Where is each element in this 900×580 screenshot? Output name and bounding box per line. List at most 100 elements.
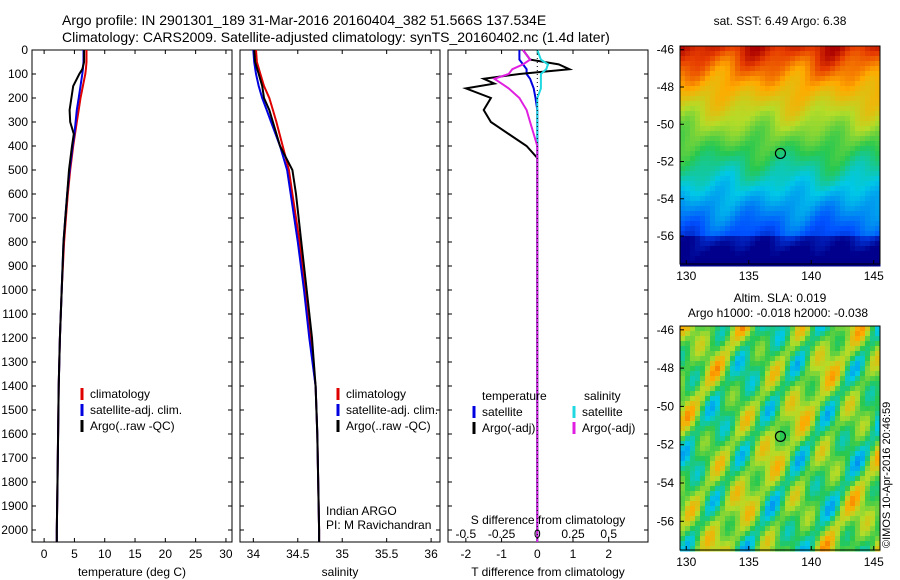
- map-cell: [700, 416, 706, 422]
- map-cell: [795, 171, 801, 177]
- map-cell: [685, 186, 691, 192]
- map-cell: [705, 171, 711, 177]
- map-cell: [740, 326, 746, 332]
- map-cell: [865, 496, 871, 502]
- map-cell: [710, 331, 716, 337]
- map-cell: [785, 116, 791, 122]
- map-cell: [860, 546, 866, 552]
- map-cell: [700, 486, 706, 492]
- map-cell: [760, 191, 766, 197]
- map-cell: [865, 191, 871, 197]
- map-cell: [740, 376, 746, 382]
- map-cell: [720, 531, 726, 537]
- map-cell: [780, 436, 786, 442]
- map-cell: [755, 86, 761, 92]
- map-cell: [860, 506, 866, 512]
- map-cell: [770, 136, 776, 142]
- map-cell: [745, 131, 751, 137]
- map-cell: [680, 66, 686, 72]
- map-cell: [805, 86, 811, 92]
- map-cell: [705, 81, 711, 87]
- map-cell: [710, 376, 716, 382]
- map-cell: [810, 96, 816, 102]
- map-cell: [865, 361, 871, 367]
- map-cell: [725, 426, 731, 432]
- map-cell: [770, 411, 776, 417]
- map-cell: [785, 486, 791, 492]
- map-cell: [820, 166, 826, 172]
- map-cell: [840, 121, 846, 127]
- map-cell: [875, 476, 881, 482]
- map-cell: [820, 66, 826, 72]
- legend-entry: Argo(-adj): [582, 421, 635, 435]
- map-cell: [840, 426, 846, 432]
- map-cell: [715, 526, 721, 532]
- map-cell: [815, 526, 821, 532]
- map-cell: [745, 466, 751, 472]
- map-cell: [740, 356, 746, 362]
- map-cell: [680, 496, 686, 502]
- map-cell: [875, 101, 881, 107]
- map-cell: [755, 351, 761, 357]
- map-cell: [775, 486, 781, 492]
- map-cell: [775, 66, 781, 72]
- map-cell: [700, 376, 706, 382]
- map-cell: [860, 326, 866, 332]
- map-cell: [810, 351, 816, 357]
- map-cell: [860, 111, 866, 117]
- map-cell: [715, 101, 721, 107]
- map-cell: [795, 361, 801, 367]
- map-cell: [870, 371, 876, 377]
- map-cell: [745, 476, 751, 482]
- map-cell: [725, 331, 731, 337]
- map-cell: [820, 206, 826, 212]
- depth-tick-label: 100: [8, 67, 28, 81]
- map-cell: [730, 546, 736, 552]
- map-cell: [815, 71, 821, 77]
- map-cell: [870, 81, 876, 87]
- map-cell: [825, 446, 831, 452]
- map-cell: [805, 491, 811, 497]
- map-cell: [815, 91, 821, 97]
- map-cell: [810, 91, 816, 97]
- map-cell: [790, 141, 796, 147]
- map-cell: [850, 511, 856, 517]
- map-cell: [785, 161, 791, 167]
- map-cell: [850, 466, 856, 472]
- map-cell: [680, 161, 686, 167]
- map-cell: [750, 136, 756, 142]
- map-cell: [860, 186, 866, 192]
- map-cell: [730, 491, 736, 497]
- map-cell: [825, 406, 831, 412]
- map-cell: [740, 186, 746, 192]
- map-cell: [850, 526, 856, 532]
- map-cell: [735, 61, 741, 67]
- map-cell: [725, 406, 731, 412]
- map-cell: [695, 441, 701, 447]
- map-cell: [870, 106, 876, 112]
- map-cell: [700, 481, 706, 487]
- map-cell: [725, 151, 731, 157]
- map-cell: [715, 371, 721, 377]
- map-cell: [720, 546, 726, 552]
- map-cell: [785, 331, 791, 337]
- map-cell: [850, 226, 856, 232]
- map-cell: [685, 501, 691, 507]
- map-cell: [800, 86, 806, 92]
- map-cell: [745, 471, 751, 477]
- map-cell: [690, 51, 696, 57]
- map-cell: [820, 86, 826, 92]
- map-cell: [710, 326, 716, 332]
- map-cell: [700, 111, 706, 117]
- map-cell: [860, 171, 866, 177]
- map-frame: [679, 325, 881, 551]
- depth-tick-label: 1800: [1, 475, 28, 489]
- series-line-2: [55, 50, 86, 542]
- map-cell: [810, 441, 816, 447]
- map-cell: [740, 91, 746, 97]
- map-cell: [795, 536, 801, 542]
- map-cell: [795, 466, 801, 472]
- map-cell: [800, 536, 806, 542]
- map-cell: [770, 211, 776, 217]
- map-cell: [720, 326, 726, 332]
